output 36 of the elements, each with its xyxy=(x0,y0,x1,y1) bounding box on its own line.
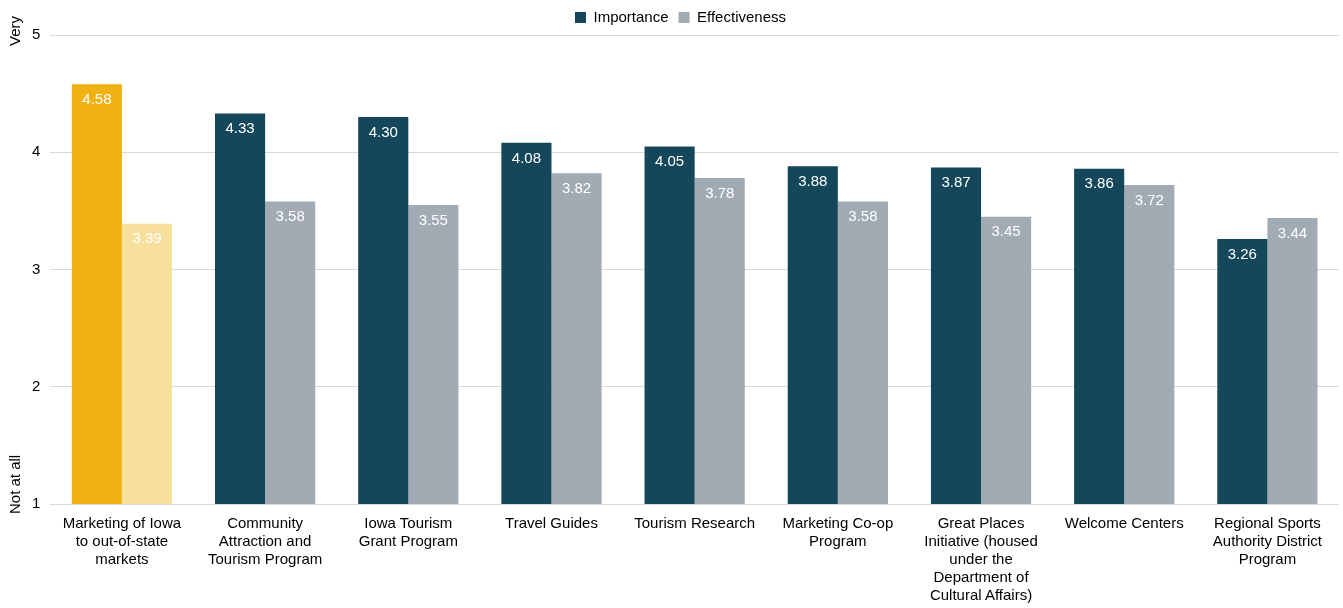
text: Not at all xyxy=(6,454,24,514)
data-label: 3.86 xyxy=(1084,174,1114,192)
x-tick-label: Marketing Co-op Program xyxy=(782,514,894,550)
legend-label: Effectiveness xyxy=(697,7,786,25)
data-label: 4.58 xyxy=(82,89,112,107)
y-tick-label: 4 xyxy=(32,142,41,160)
data-label: 3.72 xyxy=(1134,190,1164,208)
data-label: 3.87 xyxy=(941,173,971,191)
x-tick-label: Regional Sports Authority District Program xyxy=(1212,514,1323,568)
x-tick-label: Welcome Centers xyxy=(1064,514,1184,532)
data-label: 3.39 xyxy=(132,229,162,247)
y-tick-label: 1 xyxy=(32,494,41,512)
y-tick-label: 3 xyxy=(32,259,41,277)
y-tick-label: 2 xyxy=(32,376,41,394)
data-label: 3.45 xyxy=(991,222,1021,240)
data-label: 3.55 xyxy=(418,210,448,228)
data-label: 3.58 xyxy=(275,207,305,225)
data-label: 3.82 xyxy=(561,179,592,196)
x-tick-label: Tourism Research xyxy=(634,514,756,532)
legend-label: Importance xyxy=(593,7,669,25)
data-label: 3.78 xyxy=(705,183,735,201)
x-tick-label: Travel Guides xyxy=(505,514,598,532)
text: Very xyxy=(6,15,24,47)
data-label: 3.58 xyxy=(848,207,878,225)
data-label: 4.33 xyxy=(225,119,255,137)
data-label: 4.05 xyxy=(655,152,685,170)
x-tick-label: Great Places Initiative (housed under the Department of Cultural Affairs) xyxy=(924,514,1038,604)
data-label: 3.88 xyxy=(798,171,828,189)
x-tick-label: Iowa Tourism Grant Program xyxy=(358,514,458,550)
x-tick-label: Marketing of Iowa to out-of-state markets xyxy=(62,514,182,568)
y-tick-label: 5 xyxy=(32,25,41,43)
data-label: 4.08 xyxy=(511,148,542,166)
x-tick-label: Community Attraction and Tourism Program xyxy=(208,514,323,568)
data-label: 4.30 xyxy=(368,122,398,140)
data-label: 3.26 xyxy=(1227,244,1257,262)
data-label: 3.44 xyxy=(1277,223,1308,241)
